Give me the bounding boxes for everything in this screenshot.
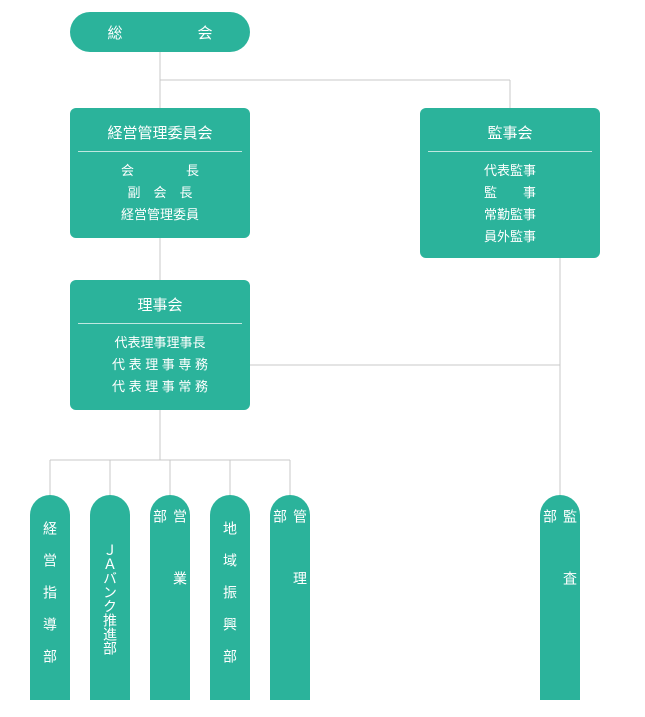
node-member: 常勤監事 <box>428 204 592 226</box>
node-member: 会 長 <box>78 160 242 182</box>
node-members: 代表監事監 事常勤監事員外監事 <box>428 160 592 248</box>
node-member: 代 表 理 事 専 務 <box>78 354 242 376</box>
node-title: 理事会 <box>78 290 242 324</box>
node-board: 理事会代表理事理事長代 表 理 事 専 務代 表 理 事 常 務 <box>70 280 250 410</box>
node-member: 代表理事理事長 <box>78 332 242 354</box>
node-mgmt_committee: 経営管理委員会会 長副 会 長経営管理委員 <box>70 108 250 238</box>
node-member: 監 事 <box>428 182 592 204</box>
department: 経営指導部 <box>30 495 70 700</box>
node-assembly: 総 会 <box>70 12 250 52</box>
department-label: 経営指導部 <box>40 517 60 681</box>
node-members: 代表理事理事長代 表 理 事 専 務代 表 理 事 常 務 <box>78 332 242 398</box>
department: 監査部 <box>540 495 580 700</box>
node-members: 会 長副 会 長経営管理委員 <box>78 160 242 226</box>
department-label: 監査部 <box>540 505 580 692</box>
department-label: 地域振興部 <box>220 517 240 681</box>
node-auditors: 監事会代表監事監 事常勤監事員外監事 <box>420 108 600 258</box>
department: ＪＡバンク推進部 <box>90 495 130 700</box>
department: 管理部 <box>270 495 310 700</box>
department-label: ＪＡバンク推進部 <box>100 543 120 655</box>
node-label: 総 会 <box>107 22 212 43</box>
department: 営業部 <box>150 495 190 700</box>
node-title: 経営管理委員会 <box>78 118 242 152</box>
department-label: 営業部 <box>150 505 190 692</box>
node-title: 監事会 <box>428 118 592 152</box>
org-chart: 総 会経営管理委員会会 長副 会 長経営管理委員 監事会代表監事監 事常勤監事員外… <box>0 0 645 717</box>
node-member: 副 会 長 <box>78 182 242 204</box>
node-member: 代 表 理 事 常 務 <box>78 376 242 398</box>
department-label: 管理部 <box>270 505 310 692</box>
node-member: 代表監事 <box>428 160 592 182</box>
department: 地域振興部 <box>210 495 250 700</box>
node-member: 員外監事 <box>428 226 592 248</box>
node-member: 経営管理委員 <box>78 204 242 226</box>
